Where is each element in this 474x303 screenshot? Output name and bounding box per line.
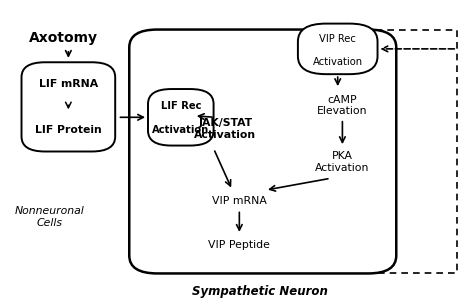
Text: LIF Rec: LIF Rec	[161, 101, 201, 111]
Text: PKA
Activation: PKA Activation	[315, 151, 370, 173]
Text: VIP mRNA: VIP mRNA	[212, 195, 267, 205]
Text: Sympathetic Neuron: Sympathetic Neuron	[192, 285, 328, 298]
Text: LIF mRNA: LIF mRNA	[39, 79, 98, 89]
FancyBboxPatch shape	[298, 24, 377, 74]
Text: Activation: Activation	[313, 57, 363, 67]
Text: LIF Protein: LIF Protein	[35, 125, 102, 135]
Text: Activation: Activation	[152, 125, 210, 135]
Text: VIP Rec: VIP Rec	[319, 34, 356, 44]
FancyBboxPatch shape	[21, 62, 115, 152]
Text: cAMP
Elevation: cAMP Elevation	[317, 95, 368, 116]
FancyBboxPatch shape	[129, 30, 396, 273]
Text: Nonneuronal
Cells: Nonneuronal Cells	[15, 206, 84, 228]
Text: VIP Peptide: VIP Peptide	[209, 240, 270, 250]
Text: Axotomy: Axotomy	[29, 32, 98, 45]
Bar	[377, 30, 457, 273]
FancyBboxPatch shape	[148, 89, 214, 145]
Text: JAK/STAT
Activation: JAK/STAT Activation	[194, 118, 256, 140]
